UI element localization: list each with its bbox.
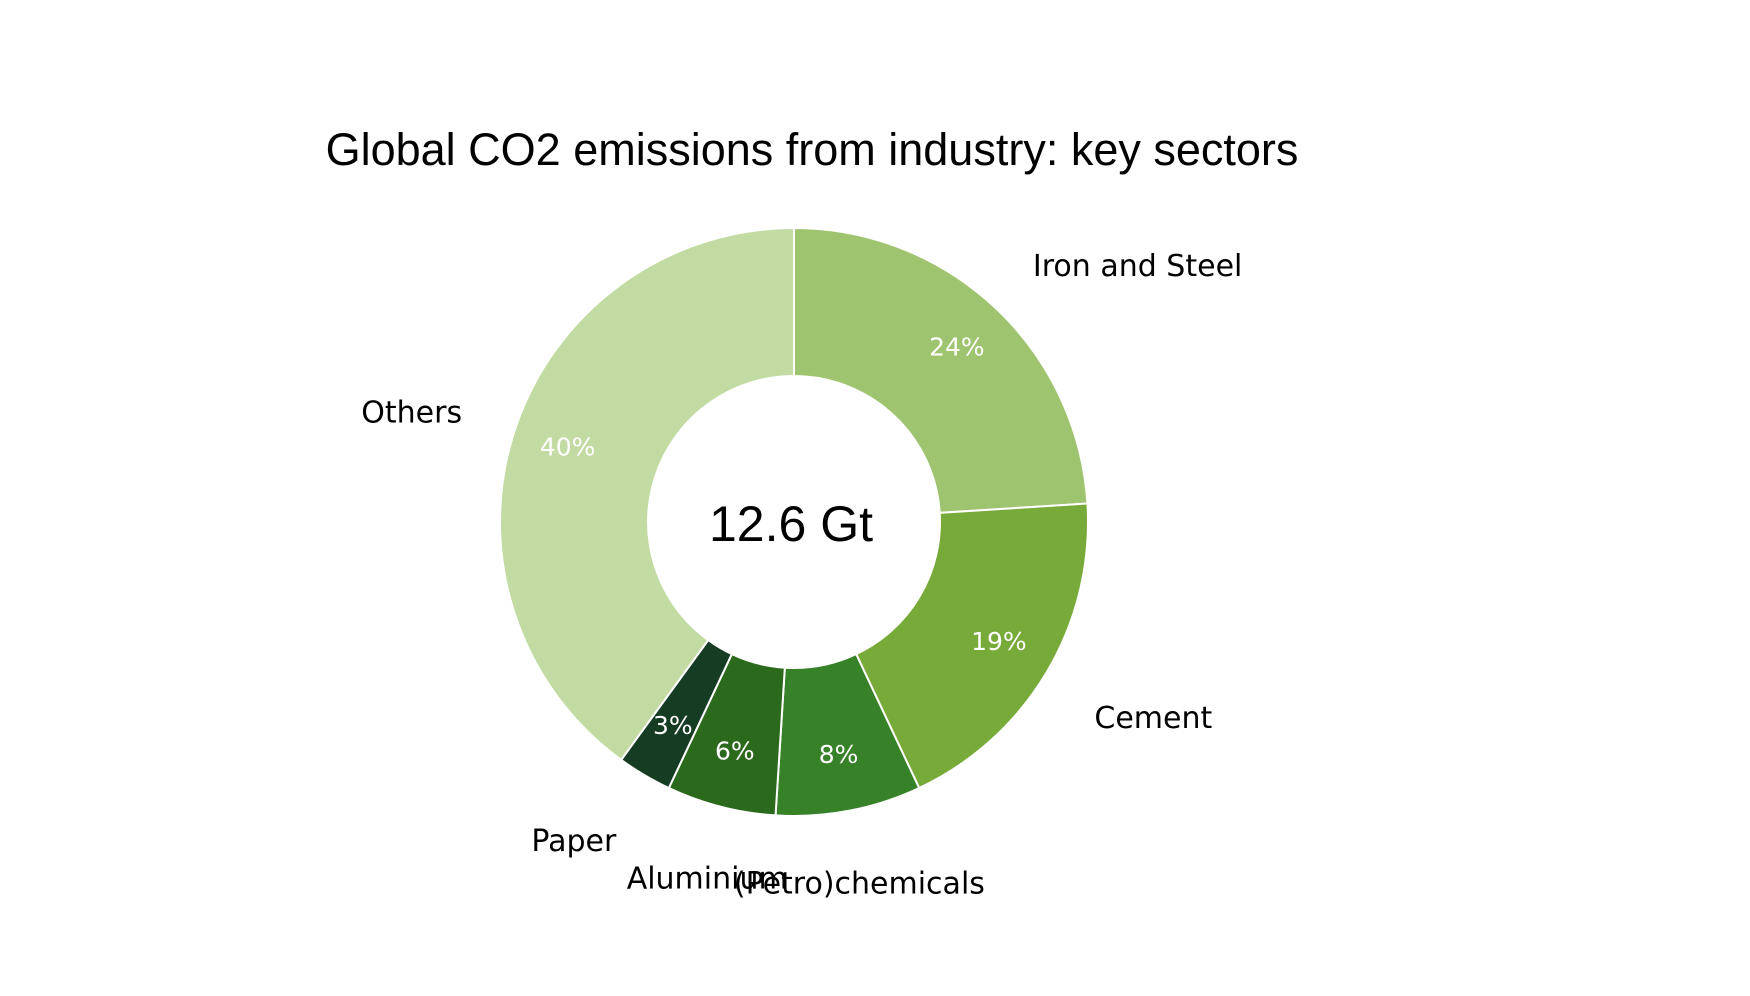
category-label: Others	[361, 396, 462, 431]
value-label: 19%	[971, 627, 1027, 656]
donut-slice	[793, 226, 1089, 514]
value-label: 24%	[929, 333, 985, 362]
category-label: (Petro)chemicals	[734, 866, 985, 901]
category-label: Cement	[1094, 701, 1212, 736]
category-label: Aluminium	[627, 862, 788, 897]
chart-title: Global CO2 emissions from industry: key …	[326, 124, 1299, 175]
donut	[499, 226, 1089, 817]
category-label: Paper	[531, 824, 617, 859]
category-label: Iron and Steel	[1033, 249, 1242, 284]
value-label: 3%	[653, 711, 693, 740]
value-label: 8%	[819, 740, 859, 769]
center-label: 12.6 Gt	[709, 496, 873, 552]
donut-slice	[854, 502, 1089, 790]
donut-slice	[499, 226, 795, 762]
value-label: 40%	[540, 432, 596, 461]
value-label: 6%	[715, 737, 755, 766]
